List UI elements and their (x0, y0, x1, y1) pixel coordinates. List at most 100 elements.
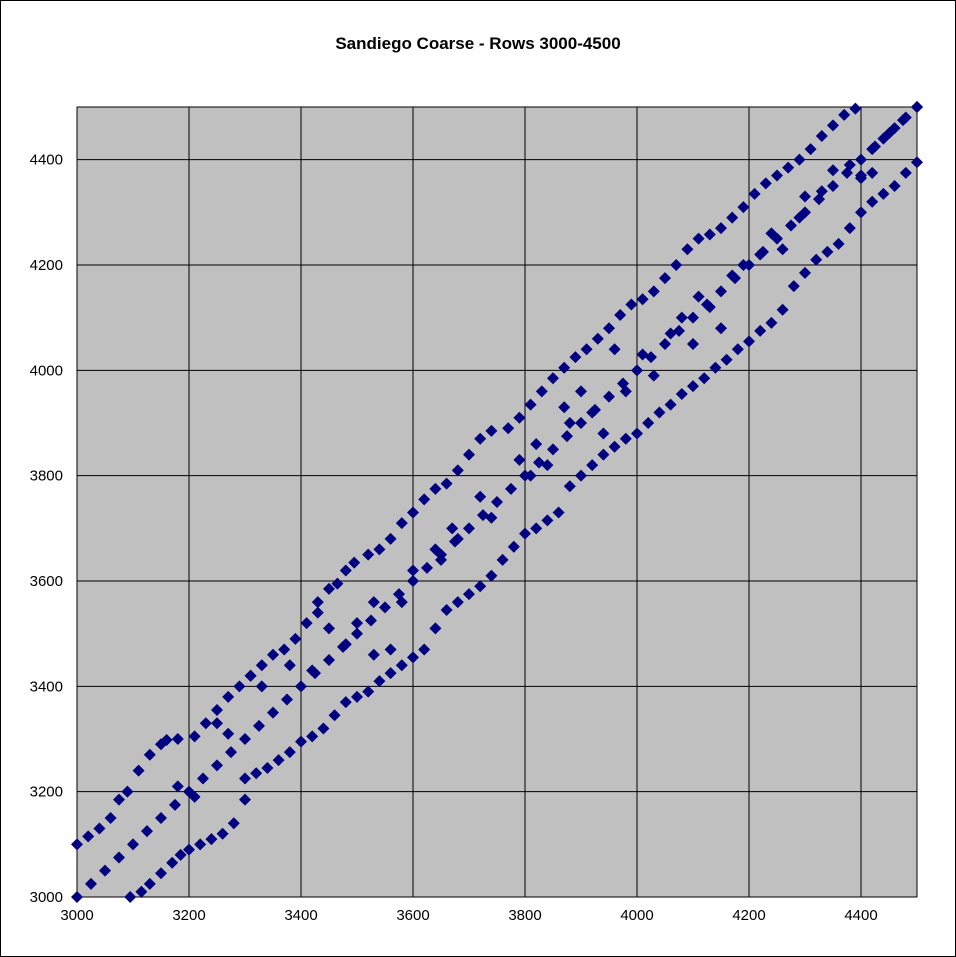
data-point (253, 719, 265, 732)
data-point (569, 351, 582, 364)
data-point (384, 667, 397, 680)
data-point (451, 464, 464, 477)
data-point (491, 496, 503, 508)
data-point (440, 477, 453, 490)
data-point (421, 561, 433, 574)
data-point (502, 422, 515, 435)
data-point (281, 693, 293, 706)
x-tick-label: 3400 (284, 907, 317, 924)
data-point (793, 211, 806, 224)
data-point (474, 432, 487, 445)
data-point (328, 709, 341, 722)
y-tick-label: 4000 (30, 362, 63, 379)
data-point (843, 222, 856, 235)
data-point (233, 680, 246, 693)
data-point (866, 195, 879, 208)
data-point (474, 580, 487, 593)
data-point (782, 161, 795, 174)
x-tick-label: 4400 (844, 907, 877, 924)
data-point (440, 603, 453, 616)
data-point (323, 654, 335, 666)
data-point (832, 237, 845, 250)
data-point (726, 269, 739, 282)
data-point (530, 522, 543, 535)
data-point (653, 406, 666, 419)
data-point (451, 532, 464, 545)
data-point (227, 817, 240, 830)
y-tick-label: 3000 (30, 889, 63, 906)
data-point (692, 232, 705, 245)
data-point (675, 388, 688, 401)
data-point (71, 891, 83, 903)
data-point (737, 259, 750, 271)
data-point (715, 222, 727, 235)
data-point (561, 430, 573, 443)
data-point (261, 761, 274, 774)
data-point (211, 759, 223, 772)
data-point (194, 838, 207, 851)
data-point (799, 190, 811, 203)
y-axis-ticks: 3000 3200 3400 3600 3800 4000 4200 4400 (30, 152, 63, 906)
data-point (765, 316, 778, 329)
data-point (547, 372, 559, 385)
y-tick-label: 3600 (30, 573, 63, 590)
data-point (899, 111, 912, 124)
data-point (743, 335, 755, 348)
data-point (625, 298, 638, 311)
data-point (278, 643, 291, 656)
data-point (365, 614, 377, 627)
data-point (670, 259, 683, 271)
data-point (619, 385, 632, 398)
data-point (283, 659, 296, 672)
data-point (418, 493, 431, 506)
data-point (754, 248, 767, 261)
data-point (239, 793, 251, 806)
data-point (395, 659, 408, 672)
data-point (311, 606, 324, 619)
data-point (827, 180, 839, 192)
x-tick-label: 3600 (396, 907, 429, 924)
data-point (225, 746, 237, 759)
data-point (793, 153, 806, 166)
data-point (367, 648, 380, 661)
data-point (877, 132, 890, 145)
data-point (362, 548, 375, 561)
data-point (188, 790, 201, 803)
data-point (429, 482, 442, 495)
data-point (558, 401, 571, 414)
data-point (485, 424, 498, 437)
data-point (866, 166, 879, 179)
data-point (239, 733, 251, 745)
data-point (384, 643, 397, 656)
data-point (216, 827, 229, 840)
data-point (99, 864, 111, 877)
data-point (855, 153, 867, 166)
data-point (608, 440, 621, 453)
data-point (558, 361, 571, 374)
data-point (580, 343, 593, 356)
data-point (720, 353, 733, 366)
data-point (776, 243, 789, 256)
data-point (311, 596, 324, 609)
data-point (771, 169, 783, 182)
data-point (659, 272, 671, 285)
y-tick-label: 3800 (30, 468, 63, 485)
data-point (395, 596, 408, 609)
data-point (642, 417, 655, 429)
data-point (306, 730, 319, 743)
y-tick-label: 4400 (30, 152, 63, 169)
data-point (636, 293, 649, 306)
data-point (715, 322, 727, 335)
data-point (306, 664, 319, 677)
data-point (351, 617, 363, 630)
data-point (485, 569, 498, 582)
data-point (211, 704, 223, 717)
data-point (603, 390, 615, 403)
data-point (339, 564, 352, 577)
data-point (552, 506, 565, 519)
y-tick-label: 3200 (30, 784, 63, 801)
data-point (843, 158, 856, 171)
data-point (446, 522, 459, 535)
data-point (205, 833, 218, 846)
